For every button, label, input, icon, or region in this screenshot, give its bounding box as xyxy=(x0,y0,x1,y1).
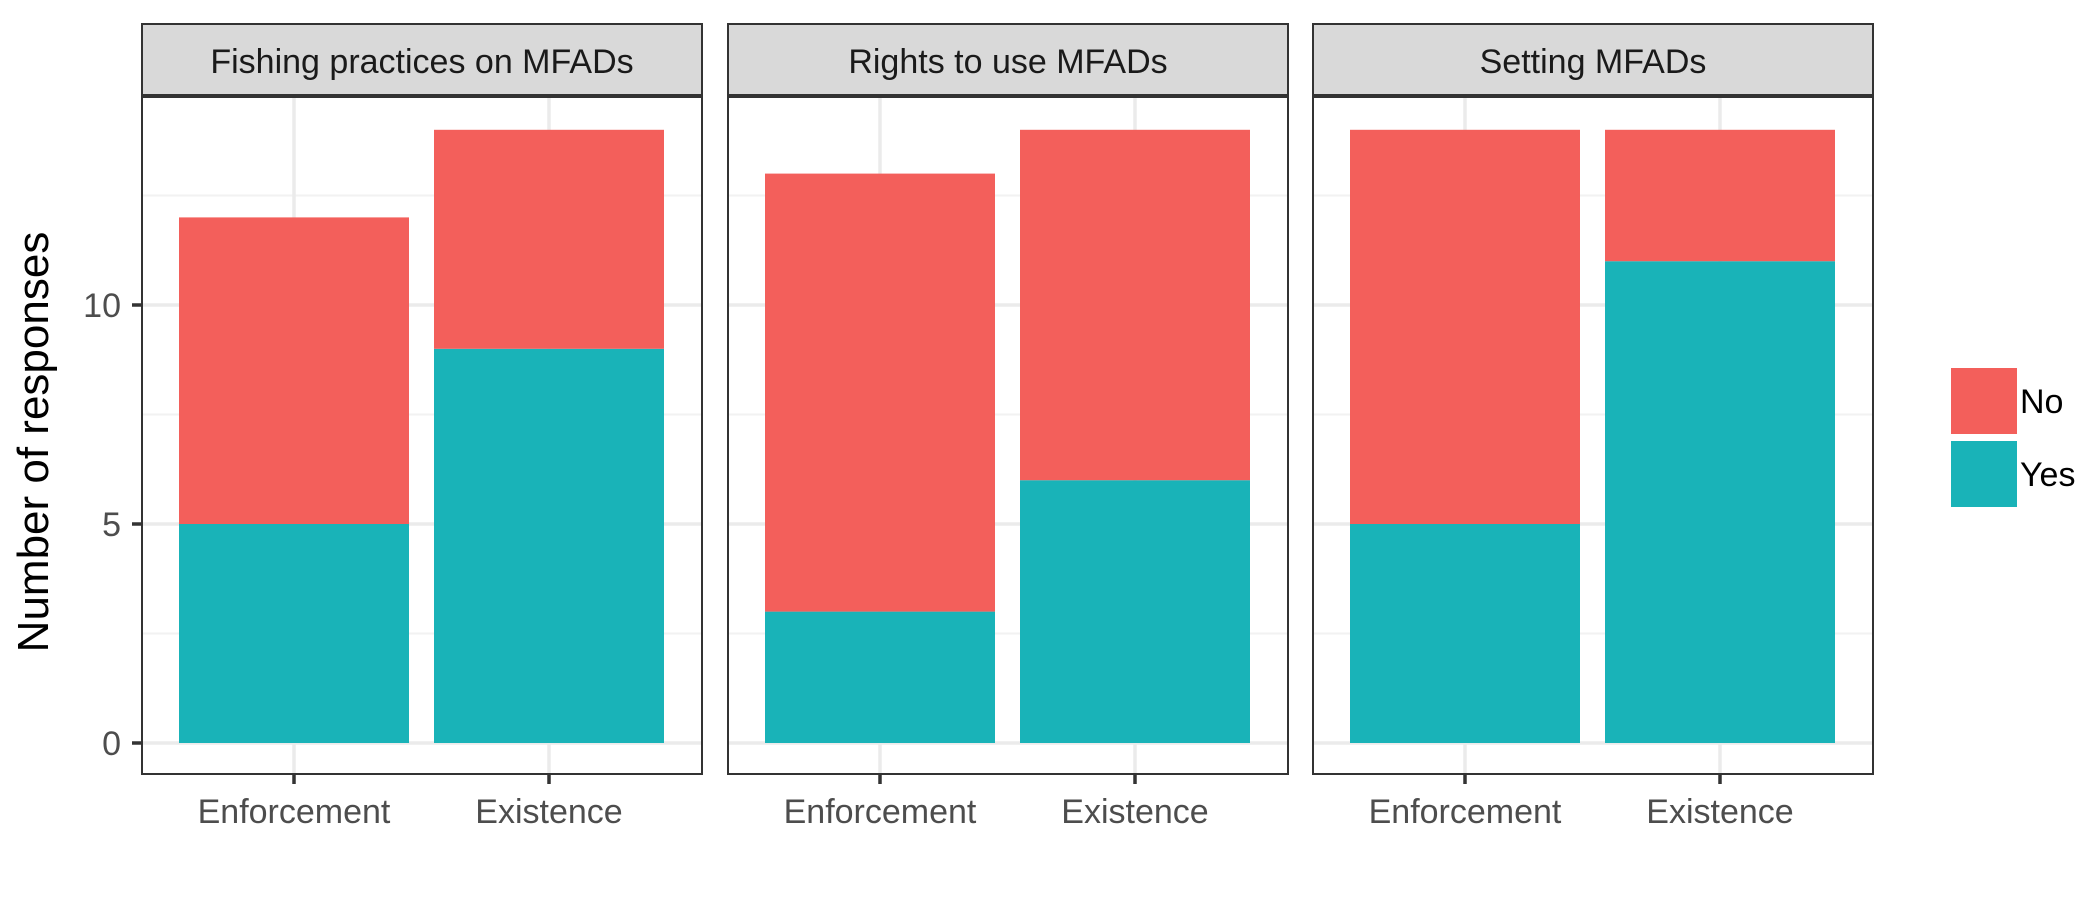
panel-3: Setting MFADs Enforcement Existence xyxy=(1312,23,1874,831)
legend-item-no: No xyxy=(1950,367,2063,435)
panels: Fishing practices on MFADs Enforcement Exi… xyxy=(141,23,1874,831)
x-tick-label: Existence xyxy=(1061,793,1208,831)
legend-swatch xyxy=(1951,368,2017,434)
bar-yes-enforcement xyxy=(1350,524,1580,743)
bar-yes-enforcement xyxy=(765,611,995,743)
x-tick-label: Enforcement xyxy=(784,793,977,831)
legend-swatch xyxy=(1951,441,2017,507)
bar-yes-enforcement xyxy=(179,524,409,743)
y-axis: 0 5 10 xyxy=(83,287,142,763)
facet-title: Setting MFADs xyxy=(1480,43,1707,81)
bar-no-existence xyxy=(1020,129,1250,481)
x-tick-label: Existence xyxy=(475,793,622,831)
facet-strip xyxy=(727,23,1289,97)
facet-strip xyxy=(1312,23,1874,97)
bar-no-enforcement xyxy=(765,173,995,612)
bar-yes-existence xyxy=(1605,261,1835,743)
y-tick-label: 5 xyxy=(102,506,121,544)
y-axis-title: Number of responses xyxy=(9,232,58,653)
legend-label: No xyxy=(2020,383,2063,421)
facet-title: Rights to use MFADs xyxy=(848,43,1167,81)
legend-label: Yes xyxy=(2020,456,2075,494)
panel-2: Rights to use MFADs Enforcement Existence xyxy=(727,23,1289,831)
y-tick-label: 0 xyxy=(102,725,121,763)
bar-no-existence xyxy=(434,129,664,349)
bar-yes-existence xyxy=(434,348,664,743)
x-tick-label: Enforcement xyxy=(1369,793,1562,831)
bar-no-enforcement xyxy=(179,217,409,524)
x-tick-label: Existence xyxy=(1646,793,1793,831)
bar-no-existence xyxy=(1605,129,1835,262)
x-tick-label: Enforcement xyxy=(198,793,391,831)
facet-title: Fishing practices on MFADs xyxy=(210,43,633,81)
bar-yes-existence xyxy=(1020,480,1250,743)
y-tick-label: 10 xyxy=(83,287,121,325)
legend: No Yes xyxy=(1950,367,2075,508)
facet-strip xyxy=(141,23,703,97)
bar-no-enforcement xyxy=(1350,129,1580,525)
legend-item-yes: Yes xyxy=(1950,440,2075,508)
panel-1: Fishing practices on MFADs Enforcement Exi… xyxy=(141,23,703,831)
